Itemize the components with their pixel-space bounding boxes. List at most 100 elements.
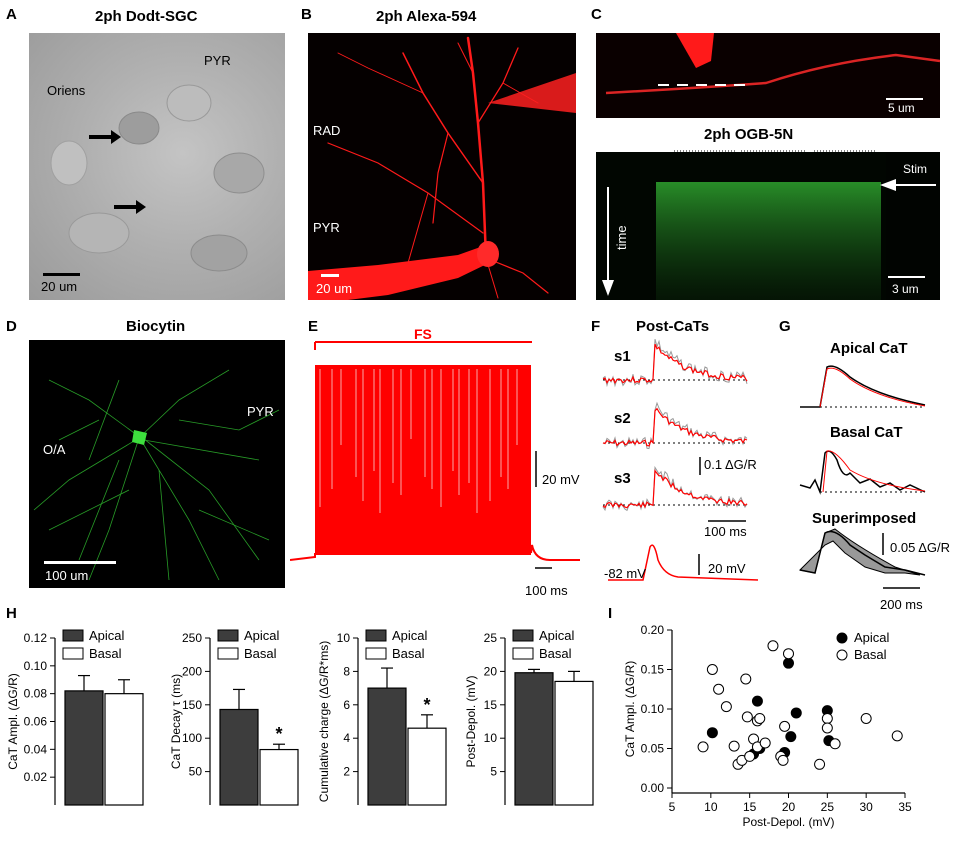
point-basal <box>779 720 791 732</box>
point-basal <box>891 730 903 742</box>
scale-label-v: 20 mV <box>542 472 580 487</box>
x-tick-label: 30 <box>859 800 873 814</box>
y-tick-label: 50 <box>189 765 203 779</box>
panel-c-title: 2ph OGB-5N <box>704 126 794 143</box>
y-tick-label: 0.08 <box>24 687 48 701</box>
y-tick-label: 5 <box>490 765 497 779</box>
legend-swatch-basal <box>512 647 534 660</box>
point-basal <box>829 738 841 750</box>
point-basal <box>740 673 752 685</box>
legend-swatch-apical <box>217 629 239 642</box>
bar-charts: 0.02 0.04 0.06 0.08 0.10 0.12 CaT Ampl. (ΔG/R)… <box>6 628 594 806</box>
y-tick-label: 20 <box>484 664 498 678</box>
legend-marker-basal <box>836 649 848 661</box>
y-tick-label: 150 <box>182 698 202 712</box>
arrow-icon <box>114 200 146 214</box>
significance-mark: * <box>423 695 430 715</box>
region-pyr: PYR <box>313 220 340 235</box>
panel-b-label: B <box>301 6 312 23</box>
y-tick-label: 8 <box>343 664 350 678</box>
y-tick-label: 0.06 <box>24 715 48 729</box>
y-tick-label: 0.05 <box>641 742 665 756</box>
panel-a-title: 2ph Dodt-SGC <box>95 8 198 25</box>
scale-label-t: 100 ms <box>525 583 568 598</box>
legend-marker-apical <box>836 632 848 644</box>
point-apical <box>783 657 794 669</box>
legend-label-apical: Apical <box>539 628 575 643</box>
y-tick-label: 15 <box>484 698 498 712</box>
superimposed-title: Superimposed <box>812 510 917 527</box>
scale-bar <box>886 98 923 100</box>
point-basal <box>783 648 794 660</box>
y-tick-label: 10 <box>337 631 351 645</box>
point-basal <box>767 640 779 652</box>
legend-label-basal: Basal <box>854 647 887 662</box>
trace-label-s3: s3 <box>614 470 631 487</box>
stim-label: Stim <box>903 162 927 176</box>
point-basal <box>697 741 709 753</box>
point-basal <box>754 712 766 724</box>
scale-bar <box>44 561 116 564</box>
trace-label-s1: s1 <box>614 348 631 365</box>
panel-e-title: FS <box>414 326 432 342</box>
scale-bar <box>43 273 80 276</box>
x-axis-label: Post-Depol. (mV) <box>742 815 834 829</box>
panel-e-label: E <box>308 318 319 335</box>
point-basal <box>720 701 732 713</box>
point-apical <box>785 731 797 743</box>
y-axis-label: Cumulative charge (ΔG/R*ms) <box>317 641 331 802</box>
basal-cat-title: Basal CaT <box>830 424 903 441</box>
scale-bar <box>888 276 925 278</box>
panel-b-title: 2ph Alexa-594 <box>376 8 477 25</box>
point-basal <box>860 712 872 724</box>
y-tick-label: 250 <box>182 631 202 645</box>
g-traces <box>798 365 926 589</box>
scatter-chart: 0.00 0.05 0.10 0.15 0.20 5 10 15 20 25 30 35 Post-De… <box>623 623 912 829</box>
x-tick-label: 20 <box>782 800 796 814</box>
bar-apical <box>367 687 407 806</box>
arrow-left-icon <box>880 179 896 191</box>
line-scan-image: 5 um <box>596 33 940 118</box>
y-tick-label: 0.02 <box>24 770 48 784</box>
region-oriens: Oriens <box>47 83 86 98</box>
y-tick-label: 25 <box>484 631 498 645</box>
alexa-image: RAD PYR 20 um <box>308 33 576 300</box>
scale-label-t: 100 ms <box>704 524 747 539</box>
scale-label-t: 200 ms <box>880 597 923 612</box>
time-label: time <box>614 225 629 250</box>
legend-label-basal: Basal <box>89 646 122 661</box>
trace-label-s2: s2 <box>614 410 631 427</box>
legend-swatch-basal <box>217 647 239 660</box>
dodt-image: Oriens PYR 20 um <box>29 33 285 300</box>
point-basal <box>777 754 789 766</box>
arrow-down-icon <box>602 280 614 296</box>
bar-apical <box>219 708 259 806</box>
y-axis-label: CaT Ampl. (ΔG/R) <box>623 661 637 757</box>
panel-i-label: I <box>608 605 613 622</box>
panel-h-label: H <box>6 605 17 622</box>
bar-apical <box>514 672 554 806</box>
post-cats-traces <box>602 338 759 581</box>
point-basal <box>759 737 771 749</box>
y-tick-label: 10 <box>484 731 498 745</box>
panel-d-label: D <box>6 318 17 335</box>
scale-label-top: 5 um <box>888 101 915 115</box>
y-tick-label: 0.12 <box>24 631 48 645</box>
y-tick-label: 100 <box>182 731 202 745</box>
scale-label-dg: 0.1 ΔG/R <box>704 457 757 472</box>
legend-swatch-basal <box>365 647 387 660</box>
legend-label-basal: Basal <box>244 646 277 661</box>
point-basal <box>713 683 725 695</box>
y-tick-label: 0.20 <box>641 623 665 637</box>
legend-label-apical: Apical <box>392 628 428 643</box>
panel-f-title: Post-CaTs <box>636 318 710 335</box>
panel-g-label: G <box>779 318 791 335</box>
bar-basal <box>407 727 447 806</box>
x-tick-label: 5 <box>669 800 676 814</box>
legend-label-apical: Apical <box>854 630 890 645</box>
y-tick-label: 2 <box>343 765 350 779</box>
y-axis-label: CaT Decay τ (ms) <box>169 674 183 769</box>
apical-cat-title: Apical CaT <box>830 340 908 357</box>
significance-mark: * <box>275 724 282 744</box>
panel-c-label: C <box>591 6 602 23</box>
